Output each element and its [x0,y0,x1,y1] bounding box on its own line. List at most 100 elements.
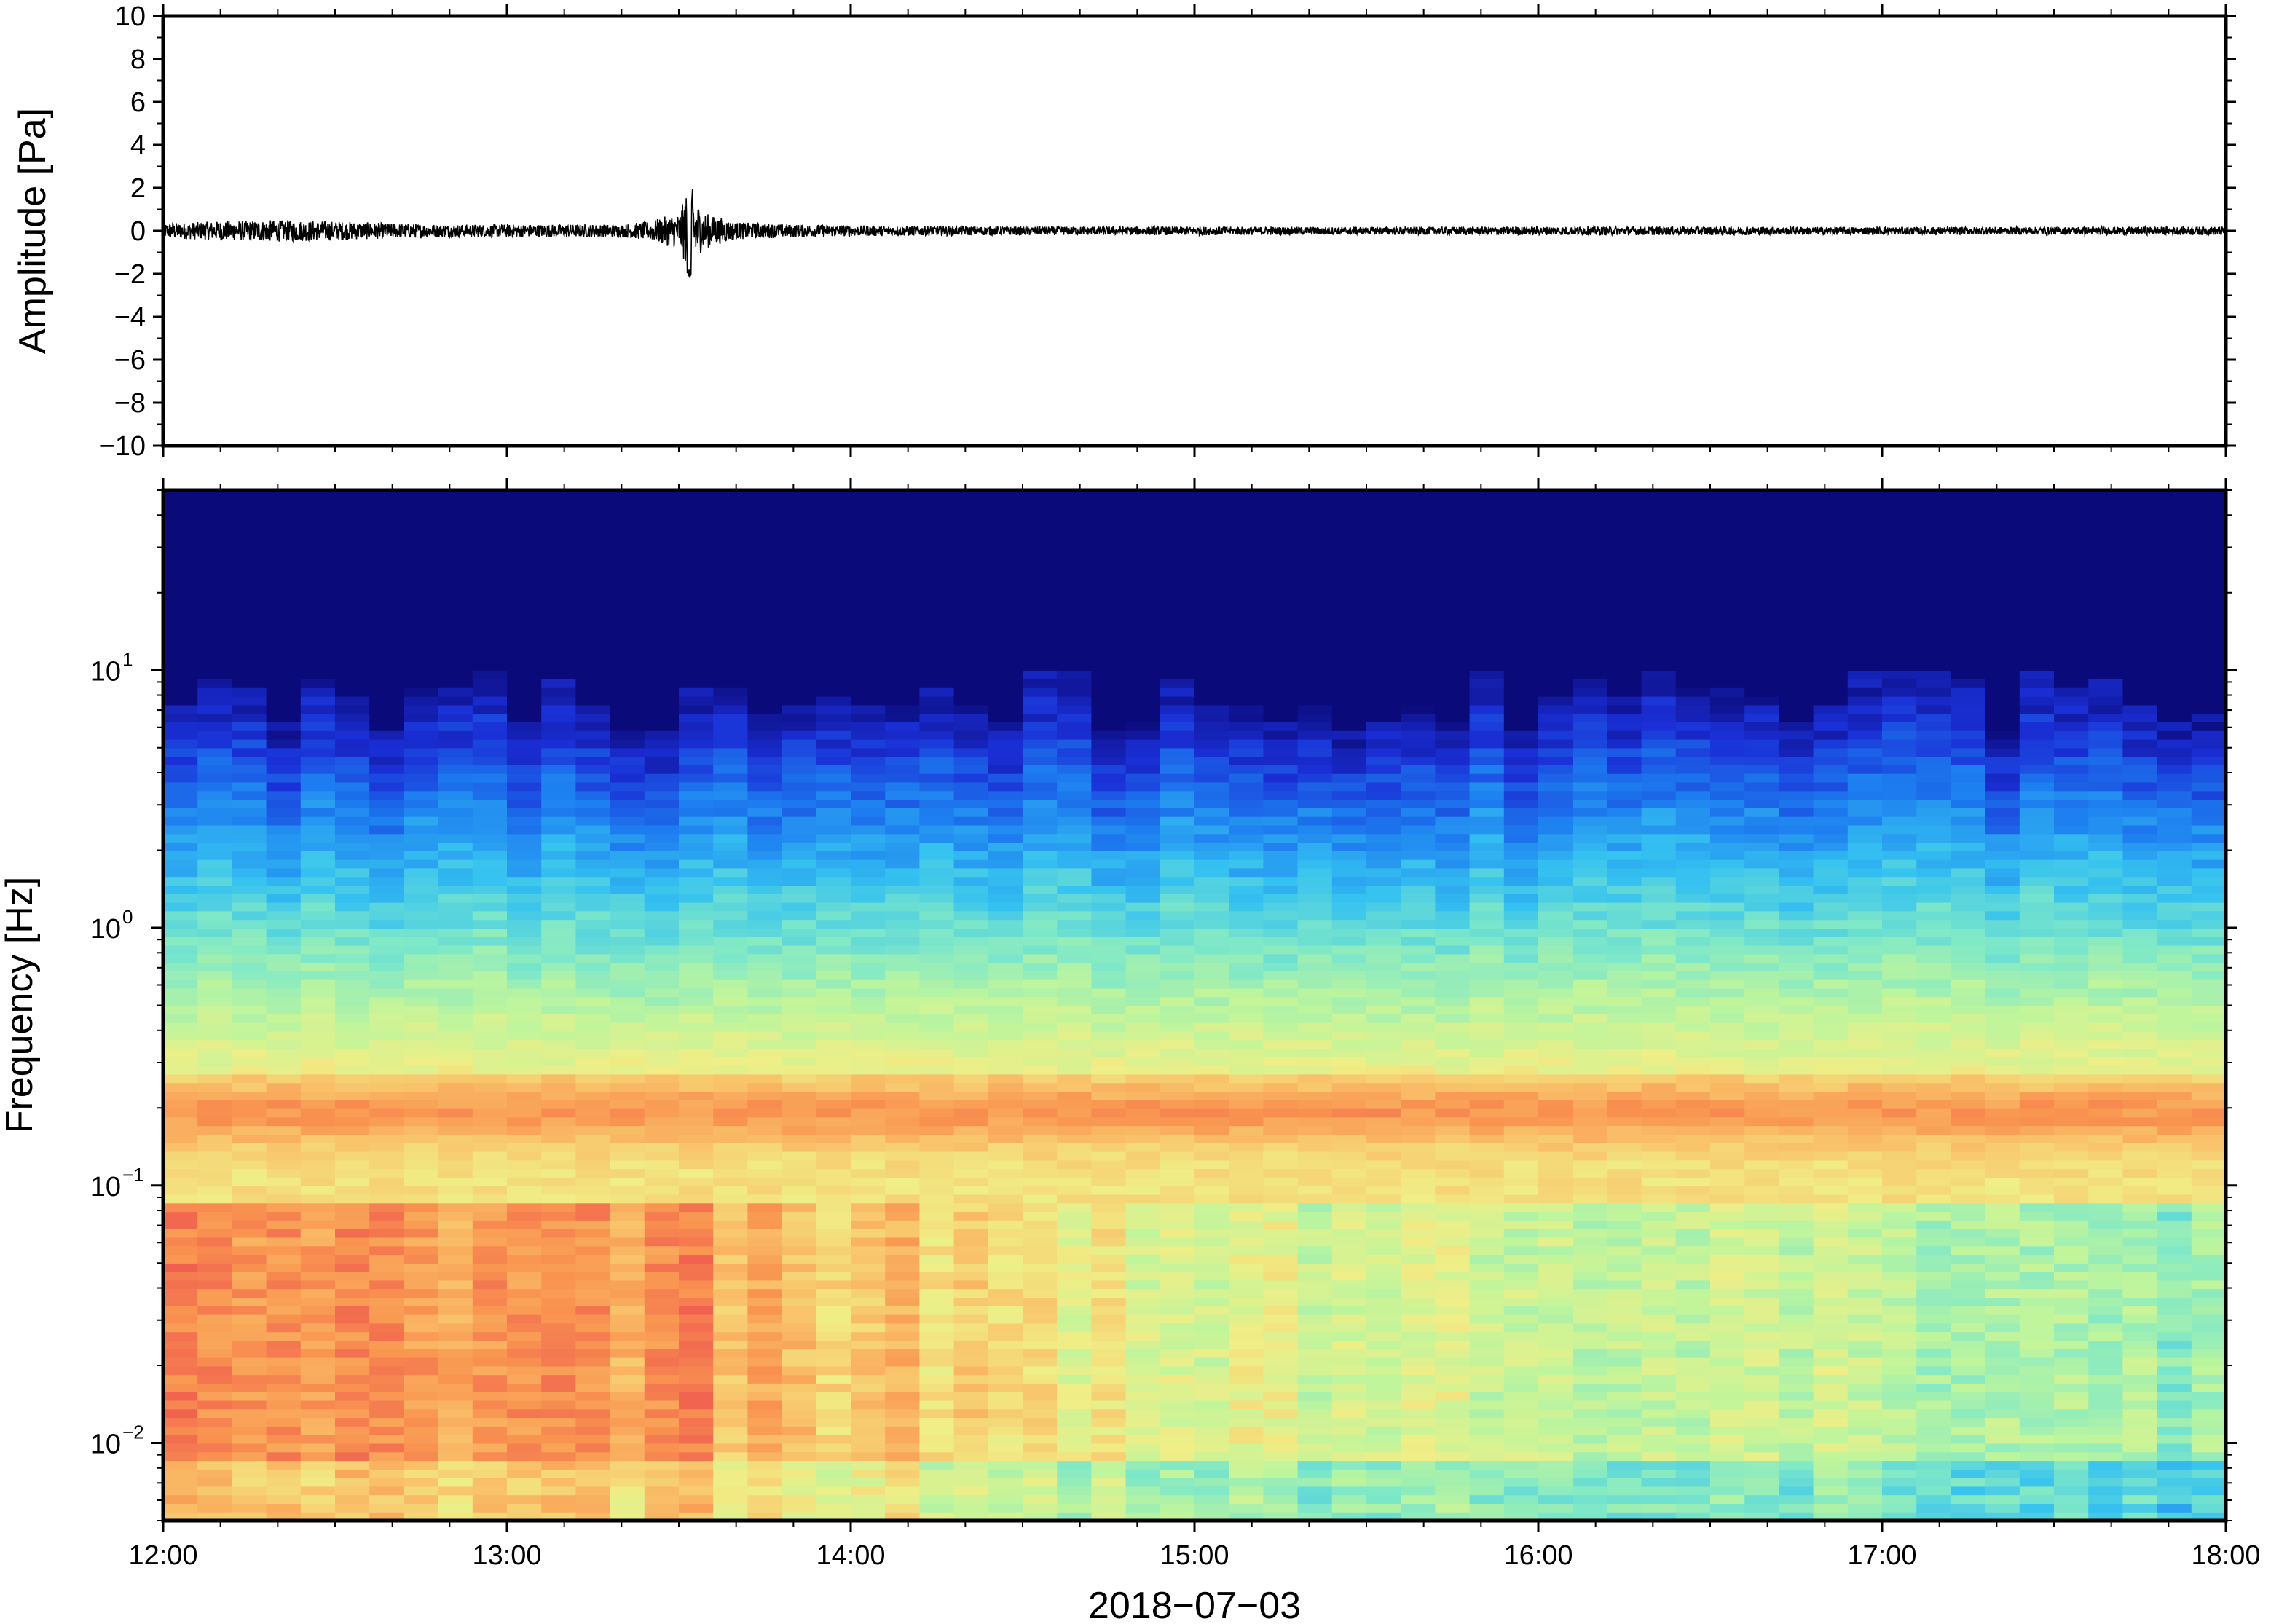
spectrogram-cell [713,971,749,980]
spectrogram-cell [163,610,198,620]
spectrogram-cell [885,1365,921,1376]
spectrogram-cell [747,541,783,551]
spectrogram-cell [541,1143,577,1152]
spectrogram-cell [1125,1134,1161,1143]
spectrogram-cell [919,988,955,998]
spectrogram-cell [679,1022,714,1032]
spectrogram-cell [1091,498,1127,508]
spectrogram-cell [541,1280,577,1290]
spectrogram-cell [438,979,473,989]
spectrogram-cell [747,1357,783,1367]
spectrogram-cell [1469,1116,1505,1127]
spectrogram-cell [300,824,336,835]
spectrogram-cell [885,610,921,620]
spectrogram-cell [472,781,508,792]
spectrogram-cell [610,1057,645,1066]
spectrogram-cell [438,1005,473,1014]
spectrogram-cell [1125,1280,1161,1290]
spectrogram-cell [1297,567,1333,577]
spectrogram-cell [1023,1082,1058,1092]
spectrogram-cell [816,1478,851,1487]
spectrogram-cell [816,559,851,568]
spectrogram-cell [197,1503,233,1513]
spectrogram-cell [1297,1237,1333,1247]
spectrogram-cell [575,781,611,792]
spectrogram-cell [1125,851,1161,860]
spectrogram-cell [782,602,817,611]
spectrogram-cell [266,781,302,792]
spectrogram-cell [163,971,198,980]
spectrogram-cell [300,1014,336,1023]
spectrogram-cell [1435,1245,1471,1256]
spectrogram-cell [1366,808,1401,817]
spectrogram-cell [232,498,267,508]
spectrogram-cell [507,1151,542,1161]
spectrogram-cell [472,1048,508,1057]
spectrogram-cell [1091,1143,1127,1152]
spectrogram-cell [644,1272,680,1281]
spectrogram-cell [1023,1323,1058,1333]
spectrogram-cell [438,602,473,611]
spectrogram-cell [1125,979,1161,989]
spectrogram-cell [1469,1392,1505,1401]
spectrogram-cell [1194,1494,1229,1504]
spectrogram-cell [1366,1134,1401,1143]
spectrogram-cell [885,1082,921,1092]
spectrogram-cell [851,661,886,671]
spectrogram-cell [610,910,645,921]
spectrogram-cell [1194,645,1229,654]
spectrogram-cell [816,593,851,602]
spectrogram-cell [713,765,749,774]
spectrogram-cell [472,1417,508,1427]
spectrogram-cell [1503,679,1539,688]
spectrogram-cell [919,928,955,937]
spectrogram-cell [1469,507,1505,516]
spectrogram-cell [713,885,749,894]
spectrogram-cell [782,1494,817,1504]
spectrogram-cell [713,602,749,611]
spectrogram-cell [816,1443,851,1453]
spectrogram-cell [885,1263,921,1272]
spectrogram-cell [369,1408,405,1419]
spectrogram-cell [163,653,198,663]
spectrogram-cell [438,1116,473,1127]
spectrogram-cell [575,894,611,903]
spectrogram-cell [816,1202,851,1213]
spectrogram-cell [919,765,955,774]
spectrogram-cell [1194,1237,1229,1247]
spectrogram-cell [644,842,680,851]
spectrogram-cell [1023,919,1058,929]
spectrogram-cell [1366,1005,1401,1014]
spectrogram-cell [1125,1100,1161,1109]
spectrogram-cell [919,859,955,869]
spectrogram-cell [1160,1272,1195,1281]
spectrogram-cell [541,1005,577,1014]
spectrogram-cell [472,713,508,722]
spectrogram-cell [1435,1400,1471,1410]
spectrogram-cell [335,1022,370,1032]
spectrogram-cell [1297,1503,1333,1513]
spectrogram-cell [541,1073,577,1084]
spectrogram-cell [300,756,336,765]
spectrogram-cell [1229,1383,1264,1392]
spectrogram-cell [747,937,783,946]
spectrogram-cell [1160,722,1195,731]
spectrogram-cell [1057,1400,1093,1410]
spectrogram-cell [197,824,233,835]
spectrogram-cell [1297,996,1333,1006]
spectrogram-cell [163,894,198,903]
spectrogram-cell [851,645,886,654]
spectrogram-cell [404,1073,439,1084]
spectrogram-cell [1160,1383,1195,1392]
spectrogram-cell [507,962,542,971]
spectrogram-cell [1194,1349,1229,1358]
spectrogram-cell [541,696,577,706]
spectrogram-cell [747,996,783,1006]
spectrogram-cell [369,1073,405,1084]
spectrogram-cell [232,610,267,620]
spectrogram-cell [1503,1186,1539,1195]
spectrogram-cell [1263,1073,1299,1084]
spectrogram-cell [1194,876,1229,886]
spectrogram-cell [404,670,439,679]
spectrogram-cell [300,1478,336,1487]
